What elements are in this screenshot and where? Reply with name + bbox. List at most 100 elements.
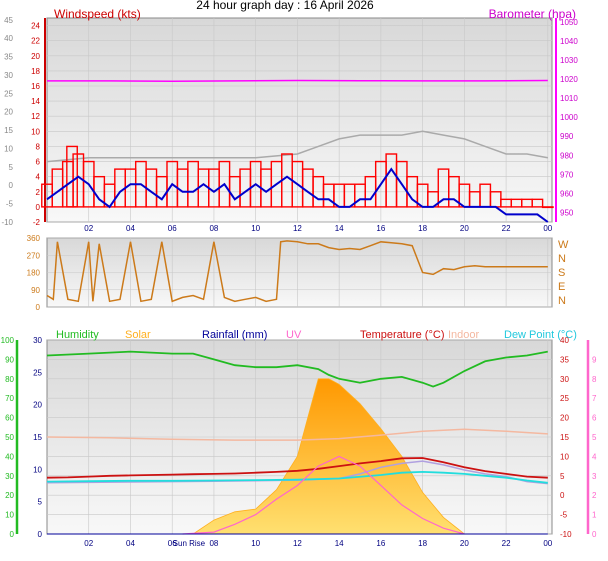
- chart-title: 24 hour graph day : 16 April 2026: [196, 0, 374, 12]
- y-tick-label-uv: 6: [592, 414, 597, 423]
- y-tick-label-secondary: 30: [4, 71, 13, 80]
- y-tick-label-uv: 8: [592, 375, 597, 384]
- y-tick-label-rainfall: 30: [33, 336, 42, 345]
- series-header: Indoor: [448, 329, 480, 341]
- y-tick-label-uv: 7: [592, 394, 597, 403]
- y-tick-label-direction: 180: [27, 269, 41, 278]
- uv-line: [182, 455, 465, 535]
- wind-grid: [47, 18, 552, 223]
- y-tick-label-humidity: 60: [5, 414, 14, 423]
- x-tick-label: 10: [251, 539, 260, 548]
- temp-series: [46, 350, 548, 535]
- series-header: Humidity: [56, 329, 99, 341]
- series-header: UV: [286, 329, 302, 341]
- y-tick-label-barometer: 980: [560, 151, 574, 160]
- y-tick-label-barometer: 1000: [560, 113, 578, 122]
- y-tick-label-barometer: 950: [560, 208, 574, 217]
- x-tick-label: 14: [335, 224, 344, 233]
- x-tick-label: 04: [126, 539, 135, 548]
- y-tick-label-temperature: -5: [560, 511, 568, 520]
- temp-headers: Humidity Solar Rainfall (mm) UV Temperature …: [56, 329, 577, 341]
- y-tick-label-barometer: 1040: [560, 37, 578, 46]
- y-tick-label-humidity: 100: [1, 336, 15, 345]
- compass-label: N: [558, 253, 566, 265]
- y-tick-label-uv: 0: [592, 530, 597, 539]
- dewpoint-line: [46, 470, 548, 484]
- y-tick-label-secondary: 25: [4, 89, 13, 98]
- x-tick-label: 02: [84, 539, 93, 548]
- series-header: Solar: [125, 329, 151, 341]
- y-tick-label-secondary: 20: [4, 108, 13, 117]
- x-tick-label: 00: [543, 539, 552, 548]
- y-tick-label-humidity: 10: [5, 511, 14, 520]
- y-tick-label-windspeed: 0: [36, 203, 41, 212]
- wind-panel-bg: [46, 17, 553, 223]
- wind-series: [41, 79, 554, 223]
- y-tick-label-windspeed: 8: [36, 142, 41, 151]
- y-tick-label-barometer: 960: [560, 189, 574, 198]
- y-tick-label-uv: 5: [592, 433, 597, 442]
- wind-axes: -2024681012141618202224-10-5051015202530…: [1, 16, 578, 233]
- y-tick-label-secondary: 10: [4, 144, 13, 153]
- x-tick-label: 16: [376, 224, 385, 233]
- x-tick-label: 08: [209, 224, 218, 233]
- y-tick-label-direction: 0: [36, 303, 41, 312]
- x-tick-label: 00: [543, 224, 552, 233]
- y-tick-label-temperature: 40: [560, 336, 569, 345]
- solar-area: [191, 378, 466, 535]
- y-tick-label-secondary: 40: [4, 34, 13, 43]
- y-tick-label-humidity: 20: [5, 491, 14, 500]
- y-tick-label-temperature: 35: [560, 355, 569, 364]
- compass-label: N: [558, 295, 566, 307]
- y-tick-label-uv: 1: [592, 511, 597, 520]
- y-tick-label-direction: 270: [27, 251, 41, 260]
- y-tick-label-barometer: 970: [560, 170, 574, 179]
- y-tick-label-secondary: 0: [9, 181, 14, 190]
- y-tick-label-uv: 3: [592, 472, 597, 481]
- humidity-line: [46, 350, 548, 388]
- windspeed-title: Windspeed (kts): [54, 7, 141, 21]
- y-tick-label-rainfall: 0: [38, 530, 43, 539]
- y-tick-label-temperature: 25: [560, 394, 569, 403]
- y-tick-label-uv: 9: [592, 355, 597, 364]
- y-tick-label-humidity: 50: [5, 433, 14, 442]
- y-tick-label-rainfall: 20: [33, 401, 42, 410]
- y-tick-label-temperature: 10: [560, 452, 569, 461]
- y-tick-label-windspeed: 4: [36, 173, 41, 182]
- y-tick-label-secondary: 5: [9, 163, 14, 172]
- y-tick-label-windspeed: 22: [31, 37, 40, 46]
- y-tick-label-rainfall: 5: [38, 498, 43, 507]
- y-tick-label-windspeed: 12: [31, 112, 40, 121]
- y-tick-label-windspeed: -2: [33, 218, 41, 227]
- y-tick-label-secondary: 45: [4, 16, 13, 25]
- compass-label: S: [558, 267, 565, 279]
- y-tick-label-barometer: 1030: [560, 56, 578, 65]
- x-tick-label: 18: [418, 224, 427, 233]
- y-tick-label-humidity: 40: [5, 452, 14, 461]
- compass-label: E: [558, 281, 565, 293]
- temp-axes: 0102030405060708090100051015202530-10-50…: [1, 336, 597, 548]
- y-tick-label-windspeed: 20: [31, 52, 40, 61]
- x-tick-label: 02: [84, 224, 93, 233]
- y-tick-label-secondary: 35: [4, 53, 13, 62]
- x-tick-label: 10: [251, 224, 260, 233]
- x-tick-label: 08: [209, 539, 218, 548]
- x-tick-label: 06: [168, 539, 177, 548]
- y-tick-label-temperature: 0: [560, 491, 565, 500]
- y-tick-label-barometer: 1050: [560, 18, 578, 27]
- barometer-line: [47, 79, 548, 83]
- x-tick-label: 20: [460, 539, 469, 548]
- indoor-line: [46, 428, 548, 441]
- y-tick-label-uv: 4: [592, 452, 597, 461]
- gray-wind-line: [46, 130, 548, 163]
- y-tick-label-humidity: 0: [10, 530, 15, 539]
- series-header: Dew Point (°C): [504, 329, 577, 341]
- sunrise-label: Sun Rise: [173, 539, 206, 548]
- y-tick-label-temperature: 15: [560, 433, 569, 442]
- x-tick-label: 22: [502, 539, 511, 548]
- x-tick-label: 16: [376, 539, 385, 548]
- y-tick-label-barometer: 1010: [560, 94, 578, 103]
- y-tick-label-windspeed: 24: [31, 22, 40, 31]
- y-tick-label-temperature: 5: [560, 472, 565, 481]
